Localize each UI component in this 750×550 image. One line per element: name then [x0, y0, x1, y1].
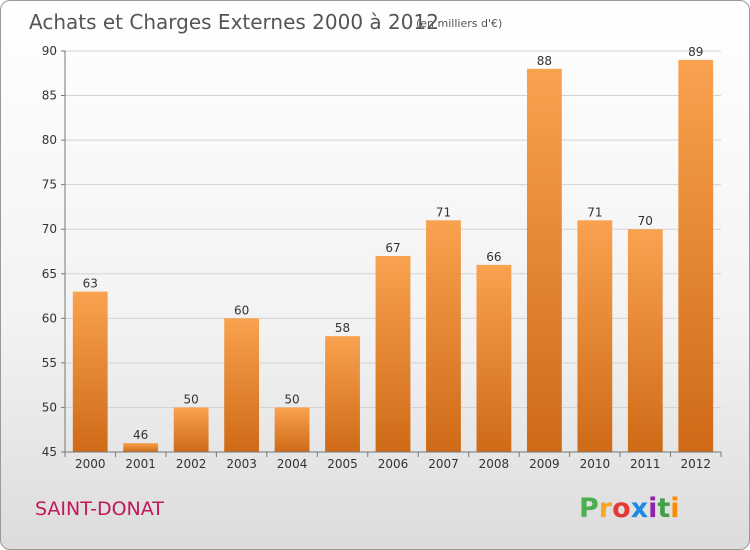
y-tick-label: 80 [42, 133, 57, 147]
x-tick-label: 2000 [75, 457, 106, 471]
value-label: 71 [587, 205, 602, 219]
x-tick-label: 2004 [277, 457, 308, 471]
x-tick-label: 2001 [125, 457, 156, 471]
x-tick-label: 2005 [327, 457, 358, 471]
bar-2000 [72, 291, 108, 452]
y-tick-label: 45 [42, 445, 57, 459]
location-name: SAINT-DONAT [35, 498, 164, 520]
chart-title: Achats et Charges Externes 2000 à 2012 [29, 10, 439, 34]
brand-logo: Proxiti [579, 493, 680, 524]
brand-letter: r [599, 493, 613, 524]
value-label: 50 [184, 392, 199, 406]
bar-2006 [375, 255, 411, 452]
y-tick-label: 85 [42, 89, 57, 103]
bars [72, 59, 714, 453]
y-tick-label: 75 [42, 178, 57, 192]
value-label: 66 [486, 250, 501, 264]
brand-letter: x [631, 493, 648, 524]
brand-letter: i [670, 493, 679, 524]
y-tick-label: 90 [42, 44, 57, 58]
bar-2005 [325, 336, 360, 452]
y-tick-label: 65 [42, 267, 57, 281]
chart-subtitle: (en milliers d'€) [416, 17, 502, 30]
value-label: 46 [133, 428, 148, 442]
value-label: 89 [688, 45, 703, 59]
value-label: 70 [638, 214, 653, 228]
bar-2009 [526, 68, 562, 453]
value-label: 63 [83, 277, 98, 291]
value-labels: 63 46 50 60 50 58 67 71 66 88 71 70 89 [83, 45, 704, 442]
bar-2008 [476, 264, 512, 452]
bar-2010 [577, 220, 613, 452]
brand-letter: P [579, 493, 599, 524]
y-axis-ticks: 45 50 55 60 65 70 75 80 85 90 [42, 44, 65, 459]
bar-2001 [123, 443, 159, 452]
x-tick-label: 2003 [226, 457, 257, 471]
y-tick-label: 55 [42, 356, 57, 370]
value-label: 50 [284, 392, 299, 406]
x-tick-label: 2007 [428, 457, 459, 471]
brand-letter: o [612, 493, 631, 524]
y-tick-label: 60 [42, 311, 57, 325]
bar-2004 [274, 407, 310, 452]
bar-2012 [678, 59, 714, 453]
x-axis-ticks: 2000 2001 2002 2003 2004 2005 2006 2007 2008 2009… [64, 452, 722, 471]
brand-letter: t [657, 493, 670, 524]
x-tick-label: 2012 [680, 457, 711, 471]
x-tick-label: 2006 [378, 457, 409, 471]
brand-letter: i [648, 493, 657, 524]
y-tick-label: 70 [42, 222, 57, 236]
x-tick-label: 2009 [529, 457, 560, 471]
x-tick-label: 2010 [580, 457, 611, 471]
x-tick-label: 2008 [479, 457, 510, 471]
value-label: 71 [436, 205, 451, 219]
value-label: 88 [537, 54, 552, 68]
bar-2002 [173, 407, 209, 452]
x-tick-label: 2011 [630, 457, 661, 471]
bar-2007 [426, 220, 461, 452]
bar-2011 [627, 229, 663, 452]
value-label: 67 [385, 241, 400, 255]
y-tick-label: 50 [42, 400, 57, 414]
value-label: 58 [335, 321, 350, 335]
x-tick-label: 2002 [176, 457, 207, 471]
value-label: 60 [234, 303, 249, 317]
bar-2003 [224, 318, 260, 452]
